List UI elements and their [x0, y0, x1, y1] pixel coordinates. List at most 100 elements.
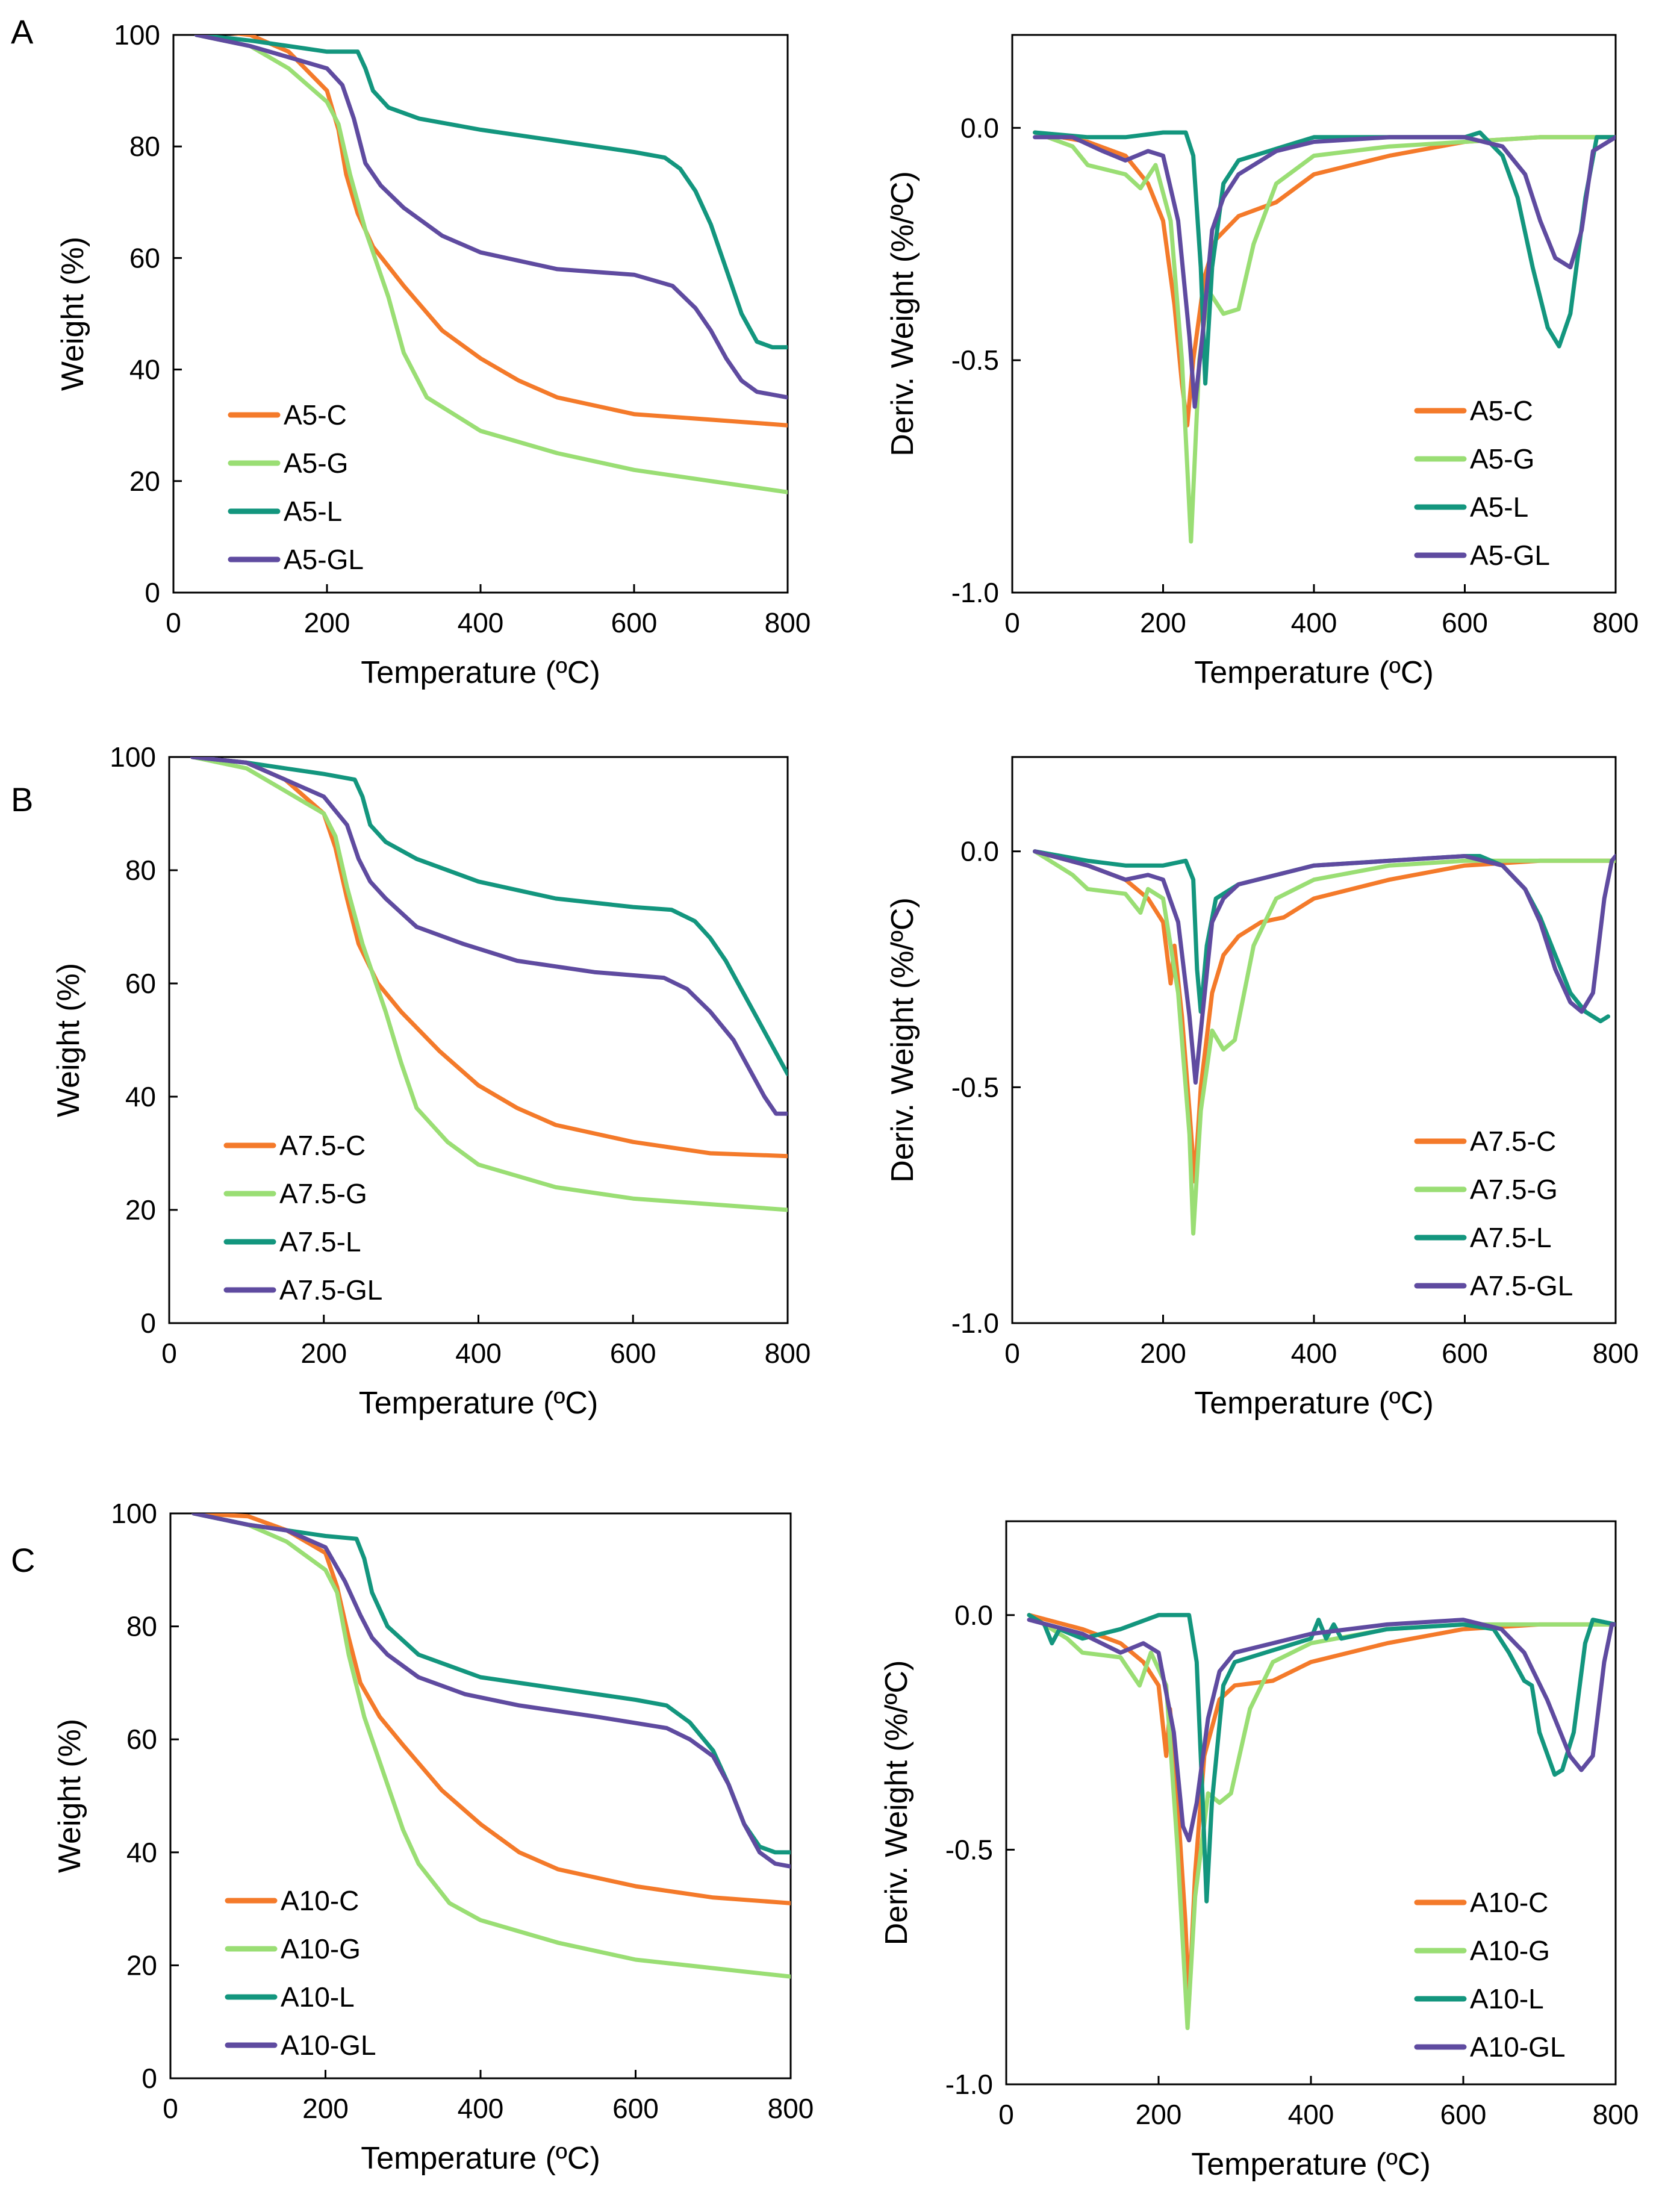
chart-panel-2: 0 200 400 600 800 0.0 -0.5 -1.0 Temperature (ºC)…: [885, 34, 1639, 690]
y-tick-label: -0.5: [951, 1071, 999, 1103]
series-line-a10-g: [191, 1513, 791, 1979]
x-tick-label: 400: [455, 1338, 502, 1369]
panel-letter: A: [11, 13, 34, 51]
y-tick-label: -0.5: [945, 1834, 993, 1865]
legend-label: A7.5-GL: [279, 1274, 382, 1306]
legend-label: A7.5-C: [1470, 1126, 1556, 1157]
legend-label: A5-C: [1470, 395, 1533, 426]
x-tick-label: 400: [1291, 1338, 1337, 1369]
x-tick-label: 200: [1140, 607, 1186, 638]
chart-panel-3: 0 200 400 600 800 0 20 40 60 80 100 Temperature (ºC…: [11, 741, 811, 1421]
series-line-a5-c: [1033, 130, 1616, 428]
legend-label: A10-L: [1470, 1983, 1544, 2014]
series-line-a7-5-g: [1033, 849, 1616, 1236]
x-tick-label: 800: [765, 607, 811, 638]
legend-label: A5-GL: [1470, 540, 1550, 571]
y-axis-title: Deriv. Weight (%/ºC): [885, 171, 920, 456]
chart-panel-5: 0 200 400 600 800 0 20 40 60 80 100 Temperature (ºC…: [11, 1498, 814, 2176]
legend-label: A10-C: [281, 1885, 359, 1916]
x-tick-label: 0: [163, 2093, 178, 2124]
x-tick-label: 200: [1136, 2099, 1182, 2130]
series-line-a10-gl: [1027, 1618, 1616, 1843]
y-axis-title: Weight (%): [52, 1719, 87, 1873]
x-tick-label: 0: [998, 2099, 1014, 2130]
legend-label: A5-GL: [284, 544, 364, 575]
y-tick-label: 20: [126, 1949, 157, 1981]
y-axis-title: Weight (%): [51, 963, 86, 1117]
legend-label: A7.5-GL: [1470, 1270, 1573, 1301]
x-tick-label: 400: [458, 607, 504, 638]
x-tick-label: 800: [1593, 607, 1639, 638]
y-tick-label: 0: [145, 577, 160, 608]
legend-label: A7.5-G: [1470, 1174, 1558, 1205]
x-tick-label: 200: [302, 2093, 349, 2124]
x-axis-title: Temperature (ºC): [359, 1386, 599, 1421]
panel-letter: C: [11, 1541, 35, 1579]
y-tick-label: 0: [140, 1307, 156, 1339]
x-tick-label: 0: [1004, 1338, 1020, 1369]
y-tick-label: 0.0: [960, 112, 999, 143]
legend-label: A7.5-L: [1470, 1222, 1552, 1253]
series-line-a7-5-gl: [1033, 849, 1616, 1085]
series-line-a7-5-c: [1033, 849, 1616, 1184]
series-line-a5-gl: [194, 35, 788, 400]
series-line-a7-5-l: [190, 757, 788, 1076]
chart-panel-4: 0 200 400 600 800 0.0 -0.5 -1.0 Temperature (ºC)…: [885, 756, 1639, 1421]
y-axis-title: Weight (%): [55, 237, 90, 391]
legend-label: A5-L: [1470, 491, 1528, 523]
legend-label: A10-GL: [281, 2030, 376, 2061]
x-tick-label: 600: [1442, 607, 1488, 638]
x-tick-label: 600: [1442, 1338, 1488, 1369]
y-axis-title: Deriv. Weight (%/ºC): [885, 897, 920, 1183]
x-tick-label: 0: [161, 1338, 177, 1369]
legend-label: A10-GL: [1470, 2031, 1566, 2063]
x-tick-label: 0: [166, 607, 181, 638]
series-line-a5-l: [194, 35, 788, 350]
y-tick-label: -0.5: [951, 344, 999, 376]
y-tick-label: 60: [129, 242, 160, 273]
x-tick-label: 600: [611, 607, 658, 638]
x-axis-title: Temperature (ºC): [361, 655, 600, 690]
legend-label: A7.5-G: [279, 1178, 367, 1209]
x-tick-label: 0: [1004, 607, 1020, 638]
y-tick-label: 0.0: [960, 836, 999, 867]
series-line-a10-gl: [191, 1513, 791, 1869]
series-line-a5-g: [1033, 130, 1616, 544]
x-tick-label: 400: [458, 2093, 504, 2124]
y-tick-label: 20: [125, 1194, 156, 1226]
y-tick-label: -1.0: [945, 2069, 993, 2100]
x-tick-label: 200: [1140, 1338, 1186, 1369]
series-line-a10-l: [1027, 1613, 1616, 1904]
plot-frame: [169, 1512, 792, 2080]
x-tick-label: 600: [612, 2093, 659, 2124]
legend-label: A5-G: [1470, 443, 1534, 475]
y-tick-label: 40: [125, 1081, 156, 1112]
x-axis-title: Temperature (ºC): [361, 2141, 600, 2176]
x-tick-label: 200: [304, 607, 350, 638]
x-tick-label: 800: [765, 1338, 811, 1369]
x-tick-label: 800: [1593, 1338, 1639, 1369]
legend-label: A10-G: [1470, 1935, 1550, 1966]
y-tick-label: 80: [129, 131, 160, 162]
y-tick-label: 80: [126, 1611, 157, 1642]
series-line-a7-5-gl: [190, 757, 788, 1116]
x-tick-label: 600: [1440, 2099, 1487, 2130]
series-line-a5-g: [194, 35, 788, 494]
y-tick-label: 60: [126, 1724, 157, 1755]
legend-label: A10-L: [281, 1981, 355, 2013]
y-tick-label: -1.0: [951, 577, 999, 608]
legend-label: A7.5-L: [279, 1226, 361, 1257]
chart-panel-1: 0 200 400 600 800 0 20 40 60 80 100 Temperature (ºC…: [11, 13, 811, 690]
y-tick-label: 40: [129, 354, 160, 385]
y-tick-label: -1.0: [951, 1307, 999, 1339]
y-tick-label: 100: [111, 1498, 157, 1529]
series-line-a7-5-g: [190, 757, 788, 1212]
x-tick-label: 600: [610, 1338, 656, 1369]
series-line-a7-5-c: [190, 757, 788, 1159]
y-tick-label: 100: [114, 19, 160, 51]
series-line-a10-l: [191, 1513, 791, 1855]
y-tick-label: 80: [125, 855, 156, 886]
x-axis-title: Temperature (ºC): [1194, 1386, 1434, 1421]
x-tick-label: 400: [1291, 607, 1337, 638]
